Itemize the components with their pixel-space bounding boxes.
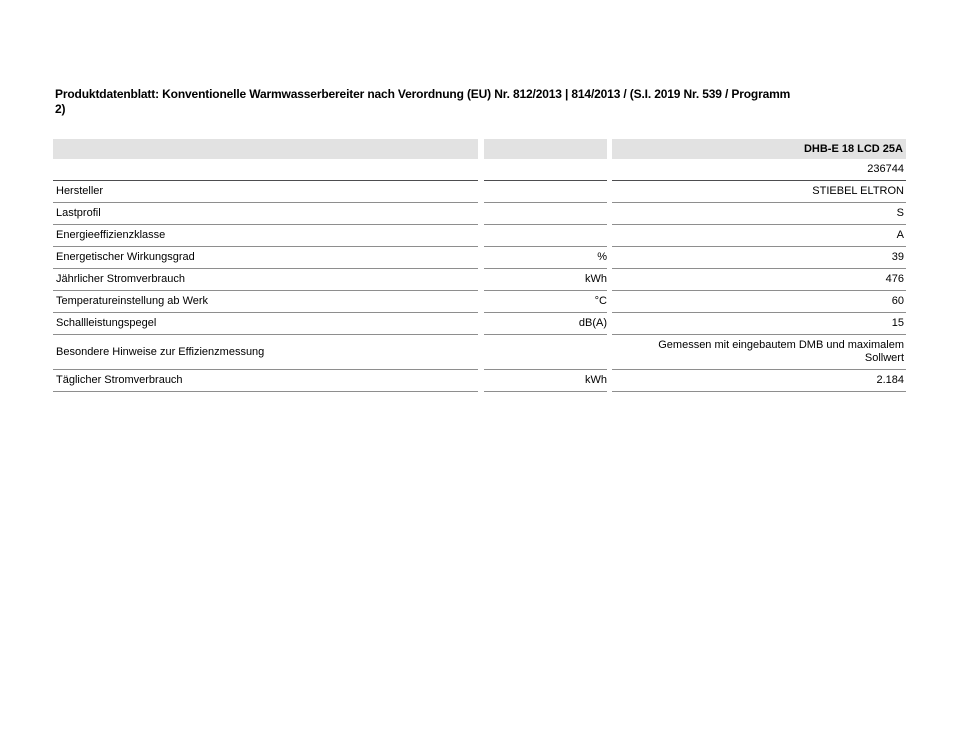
row-unit: kWh <box>484 269 607 291</box>
page-title-line-1: Produktdatenblatt: Konventionelle Warmwa… <box>55 87 791 101</box>
table-row-hersteller: Hersteller STIEBEL ELTRON <box>53 181 906 203</box>
header-cell-model: DHB-E 18 LCD 25A <box>612 139 906 159</box>
table-row-energieeffizienzklasse: Energieeffizienzklasse A <box>53 225 906 247</box>
row-label: Jährlicher Stromverbrauch <box>53 269 478 291</box>
row-unit <box>484 225 607 247</box>
row-unit <box>484 335 607 370</box>
row-label: Besondere Hinweise zur Effizienzmessung <box>53 335 478 370</box>
table-header-row: DHB-E 18 LCD 25A <box>53 139 906 159</box>
table-row-lastprofil: Lastprofil S <box>53 203 906 225</box>
table-row-article-number: 236744 <box>53 159 906 181</box>
row-value: 15 <box>612 313 906 335</box>
row-value-text: Gemessen mit eingebautem DMB und maximal… <box>658 339 904 364</box>
row-unit: % <box>484 247 607 269</box>
row-unit <box>484 181 607 203</box>
table-row-jaehrlicher-stromverbrauch: Jährlicher Stromverbrauch kWh 476 <box>53 269 906 291</box>
table-row-besondere-hinweise: Besondere Hinweise zur Effizienzmessung … <box>53 335 906 370</box>
row-label: Energetischer Wirkungsgrad <box>53 247 478 269</box>
table-row-energetischer-wirkungsgrad: Energetischer Wirkungsgrad % 39 <box>53 247 906 269</box>
table-row-schallleistungspegel: Schallleistungspegel dB(A) 15 <box>53 313 906 335</box>
header-cell-unit <box>484 139 607 159</box>
row-value: Gemessen mit eingebautem DMB und maximal… <box>612 335 906 370</box>
row-unit: kWh <box>484 370 607 392</box>
product-data-table: DHB-E 18 LCD 25A 236744 Hersteller STIEB… <box>53 139 906 392</box>
row-unit <box>484 203 607 225</box>
row-label: Lastprofil <box>53 203 478 225</box>
row-label: Temperatureinstellung ab Werk <box>53 291 478 313</box>
row-label <box>53 159 478 181</box>
row-label: Schallleistungspegel <box>53 313 478 335</box>
row-value: 476 <box>612 269 906 291</box>
page-title-line-2: 2) <box>55 102 66 116</box>
row-value: 236744 <box>612 159 906 181</box>
row-value: 2.184 <box>612 370 906 392</box>
table-row-temperatureinstellung: Temperatureinstellung ab Werk °C 60 <box>53 291 906 313</box>
row-unit: dB(A) <box>484 313 607 335</box>
row-value: STIEBEL ELTRON <box>612 181 906 203</box>
row-label: Hersteller <box>53 181 478 203</box>
row-unit <box>484 159 607 181</box>
row-value: 60 <box>612 291 906 313</box>
table-row-taeglicher-stromverbrauch: Täglicher Stromverbrauch kWh 2.184 <box>53 370 906 392</box>
row-label: Energieeffizienzklasse <box>53 225 478 247</box>
row-value: S <box>612 203 906 225</box>
row-label: Täglicher Stromverbrauch <box>53 370 478 392</box>
row-value: A <box>612 225 906 247</box>
header-cell-label <box>53 139 478 159</box>
page-title: Produktdatenblatt: Konventionelle Warmwa… <box>55 87 913 117</box>
row-value: 39 <box>612 247 906 269</box>
row-unit: °C <box>484 291 607 313</box>
